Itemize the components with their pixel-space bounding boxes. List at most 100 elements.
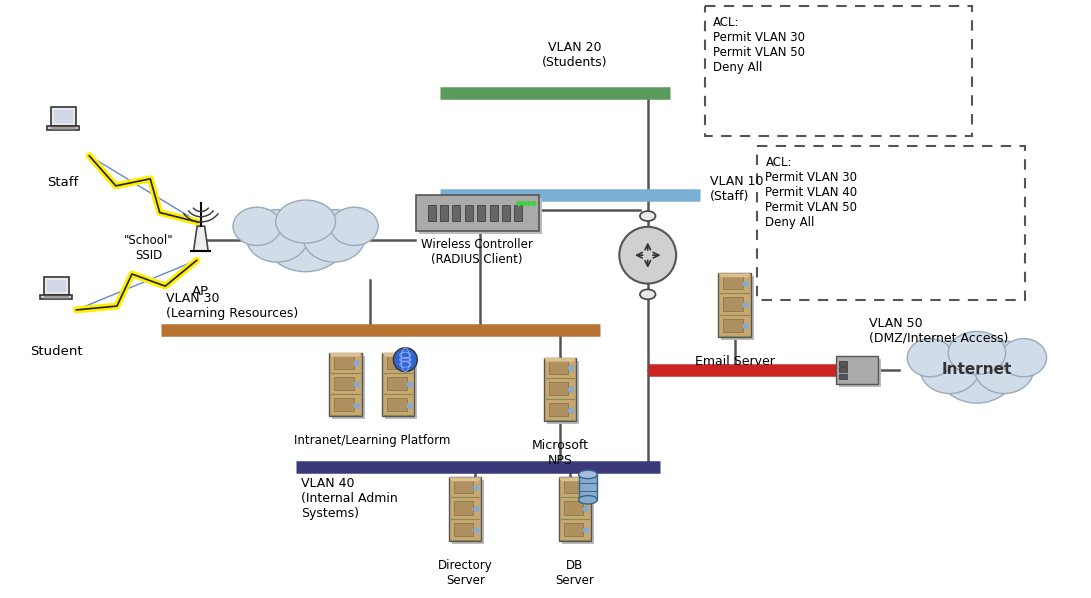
Polygon shape xyxy=(559,477,591,541)
Polygon shape xyxy=(419,199,542,234)
Circle shape xyxy=(743,281,748,286)
Circle shape xyxy=(473,527,479,533)
Polygon shape xyxy=(387,377,407,390)
Polygon shape xyxy=(718,273,751,277)
Text: VLAN 20
(Students): VLAN 20 (Students) xyxy=(542,41,608,69)
Circle shape xyxy=(473,507,479,511)
Polygon shape xyxy=(453,206,460,221)
Circle shape xyxy=(394,348,418,372)
Circle shape xyxy=(743,324,748,329)
Ellipse shape xyxy=(974,341,1034,393)
Text: Email Server: Email Server xyxy=(695,355,775,368)
Ellipse shape xyxy=(233,208,280,245)
Polygon shape xyxy=(382,353,415,416)
Text: VLAN 30
(Learning Resources): VLAN 30 (Learning Resources) xyxy=(166,292,298,320)
Polygon shape xyxy=(47,126,80,130)
Circle shape xyxy=(584,507,588,511)
Polygon shape xyxy=(334,356,353,369)
Circle shape xyxy=(620,227,676,283)
Circle shape xyxy=(407,361,412,366)
Polygon shape xyxy=(839,361,848,366)
Polygon shape xyxy=(385,356,418,419)
Text: "School"
SSID: "School" SSID xyxy=(124,234,173,263)
Polygon shape xyxy=(40,295,72,300)
Text: Staff: Staff xyxy=(48,176,79,188)
Polygon shape xyxy=(454,523,473,536)
Polygon shape xyxy=(387,398,407,411)
Polygon shape xyxy=(543,358,576,362)
Polygon shape xyxy=(329,353,361,416)
Polygon shape xyxy=(428,206,435,221)
Ellipse shape xyxy=(640,289,656,300)
Polygon shape xyxy=(329,353,361,357)
Polygon shape xyxy=(333,356,364,419)
Text: Wireless Controller
(RADIUS Client): Wireless Controller (RADIUS Client) xyxy=(421,238,533,266)
Text: Student: Student xyxy=(29,345,83,358)
Ellipse shape xyxy=(245,210,309,262)
Ellipse shape xyxy=(264,205,347,271)
Polygon shape xyxy=(454,480,473,493)
Ellipse shape xyxy=(276,200,336,243)
Text: Directory
Server: Directory Server xyxy=(437,559,492,587)
Polygon shape xyxy=(564,523,583,536)
Text: VLAN 10
(Staff): VLAN 10 (Staff) xyxy=(709,175,763,203)
Polygon shape xyxy=(578,474,597,500)
Text: DB
Server: DB Server xyxy=(555,559,595,587)
Text: Microsoft
NPS: Microsoft NPS xyxy=(531,440,588,468)
Polygon shape xyxy=(549,382,568,395)
Polygon shape xyxy=(465,206,472,221)
Ellipse shape xyxy=(331,208,379,245)
Polygon shape xyxy=(454,502,473,515)
Ellipse shape xyxy=(937,336,1017,403)
Polygon shape xyxy=(449,477,481,541)
Circle shape xyxy=(521,202,526,206)
Ellipse shape xyxy=(920,341,980,393)
Ellipse shape xyxy=(1000,338,1046,377)
Text: VLAN 50
(DMZ/Internet Access): VLAN 50 (DMZ/Internet Access) xyxy=(870,317,1008,345)
Ellipse shape xyxy=(948,331,1006,374)
Polygon shape xyxy=(543,358,576,422)
Ellipse shape xyxy=(908,338,954,377)
Polygon shape xyxy=(839,359,882,386)
Circle shape xyxy=(743,303,748,307)
Polygon shape xyxy=(449,477,481,481)
Polygon shape xyxy=(51,108,75,126)
Text: ACL:
Permit VLAN 30
Permit VLAN 40
Permit VLAN 50
Deny All: ACL: Permit VLAN 30 Permit VLAN 40 Permi… xyxy=(766,155,858,228)
FancyBboxPatch shape xyxy=(705,7,972,136)
Circle shape xyxy=(584,486,588,490)
Circle shape xyxy=(568,387,574,392)
Polygon shape xyxy=(193,226,208,251)
Polygon shape xyxy=(837,356,878,383)
Polygon shape xyxy=(723,297,743,310)
Circle shape xyxy=(355,382,359,387)
Polygon shape xyxy=(416,196,539,231)
Polygon shape xyxy=(47,280,65,292)
Ellipse shape xyxy=(302,210,365,262)
Circle shape xyxy=(355,361,359,366)
Polygon shape xyxy=(559,477,591,481)
Text: Intranet/Learning Platform: Intranet/Learning Platform xyxy=(295,434,451,447)
Ellipse shape xyxy=(578,470,597,478)
Circle shape xyxy=(473,486,479,490)
Ellipse shape xyxy=(640,211,656,221)
Polygon shape xyxy=(562,480,594,544)
FancyBboxPatch shape xyxy=(757,146,1024,300)
Polygon shape xyxy=(723,319,743,332)
Circle shape xyxy=(517,202,520,206)
Polygon shape xyxy=(839,374,848,379)
Polygon shape xyxy=(514,206,523,221)
Circle shape xyxy=(527,202,531,206)
Ellipse shape xyxy=(578,496,597,504)
Polygon shape xyxy=(502,206,509,221)
Polygon shape xyxy=(723,276,743,289)
Polygon shape xyxy=(477,206,485,221)
Polygon shape xyxy=(564,502,583,515)
Text: Internet: Internet xyxy=(942,362,1012,377)
Polygon shape xyxy=(718,273,751,337)
Text: VLAN 40
(Internal Admin
Systems): VLAN 40 (Internal Admin Systems) xyxy=(301,477,397,520)
Polygon shape xyxy=(721,276,754,340)
Text: AP: AP xyxy=(192,285,209,298)
Circle shape xyxy=(531,202,536,206)
Polygon shape xyxy=(547,361,579,425)
Polygon shape xyxy=(53,111,73,123)
